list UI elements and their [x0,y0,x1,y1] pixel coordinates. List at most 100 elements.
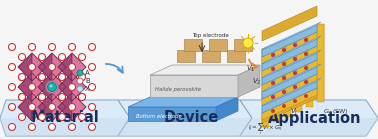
Circle shape [79,114,85,121]
Circle shape [282,104,286,108]
Polygon shape [262,24,324,127]
Polygon shape [118,100,252,136]
Polygon shape [262,78,321,106]
Polygon shape [293,84,296,91]
Circle shape [243,38,253,48]
Circle shape [48,83,56,91]
Circle shape [8,123,15,131]
Circle shape [304,66,308,70]
Circle shape [79,94,85,100]
Polygon shape [262,39,317,71]
Circle shape [88,84,96,90]
Circle shape [19,74,25,80]
Circle shape [39,74,45,80]
Circle shape [48,44,56,50]
Polygon shape [271,80,274,87]
Circle shape [77,70,83,76]
Text: $I_j=\sum_i V_i\times G_{ij}$: $I_j=\sum_i V_i\times G_{ij}$ [248,121,283,137]
Polygon shape [216,97,238,121]
Circle shape [271,109,275,113]
Polygon shape [38,73,52,101]
Circle shape [293,43,297,47]
Polygon shape [271,52,274,59]
Polygon shape [184,39,202,51]
Polygon shape [240,118,378,136]
Circle shape [19,54,25,60]
Circle shape [271,67,275,71]
Circle shape [59,94,65,100]
Text: Material: Material [31,111,99,126]
Circle shape [293,57,297,61]
Polygon shape [282,89,285,96]
Circle shape [39,94,45,100]
Text: A: A [85,70,90,76]
Circle shape [59,94,65,100]
Circle shape [282,62,286,66]
Text: $G_{ij}$ (SW): $G_{ij}$ (SW) [323,108,349,118]
Circle shape [8,104,15,111]
Circle shape [19,94,25,100]
Polygon shape [58,53,72,81]
Polygon shape [262,67,317,99]
Polygon shape [52,73,66,101]
Circle shape [282,48,286,52]
Polygon shape [52,93,66,121]
Polygon shape [234,39,252,51]
Circle shape [79,74,85,80]
Circle shape [68,123,76,131]
Circle shape [304,52,308,56]
Circle shape [59,74,65,80]
Polygon shape [262,64,321,92]
Polygon shape [305,79,307,86]
Circle shape [88,44,96,50]
Polygon shape [58,93,72,121]
Circle shape [88,123,96,131]
Circle shape [8,84,15,90]
Polygon shape [293,42,296,49]
Polygon shape [72,93,86,121]
Circle shape [50,85,53,87]
Circle shape [48,84,53,87]
Polygon shape [118,118,252,136]
Circle shape [282,90,286,94]
Circle shape [77,78,83,84]
Circle shape [68,104,76,111]
Polygon shape [72,53,86,81]
Polygon shape [150,65,260,75]
Polygon shape [32,53,46,81]
Text: $V_1$: $V_1$ [246,64,256,74]
Polygon shape [293,70,296,77]
Circle shape [8,44,15,50]
Polygon shape [32,73,46,101]
Circle shape [39,54,45,60]
Polygon shape [262,88,317,120]
Polygon shape [262,25,317,57]
Circle shape [271,81,275,85]
Polygon shape [128,97,238,107]
Circle shape [79,54,85,60]
Polygon shape [18,93,32,121]
Polygon shape [262,88,317,123]
Text: Application: Application [268,111,362,126]
Text: B: B [85,78,90,84]
Polygon shape [293,56,296,63]
Polygon shape [273,44,280,122]
Circle shape [48,123,56,131]
Circle shape [39,114,45,121]
Polygon shape [305,51,307,58]
Polygon shape [262,60,317,92]
Circle shape [304,80,308,84]
Polygon shape [128,107,216,121]
Circle shape [293,71,297,75]
Polygon shape [262,49,269,127]
Polygon shape [0,118,130,136]
Polygon shape [72,73,86,101]
Polygon shape [271,66,274,73]
Circle shape [68,64,76,70]
Polygon shape [262,81,317,113]
Circle shape [28,123,36,131]
Polygon shape [262,32,317,64]
Polygon shape [306,29,313,107]
Circle shape [271,95,275,99]
Circle shape [19,114,25,121]
